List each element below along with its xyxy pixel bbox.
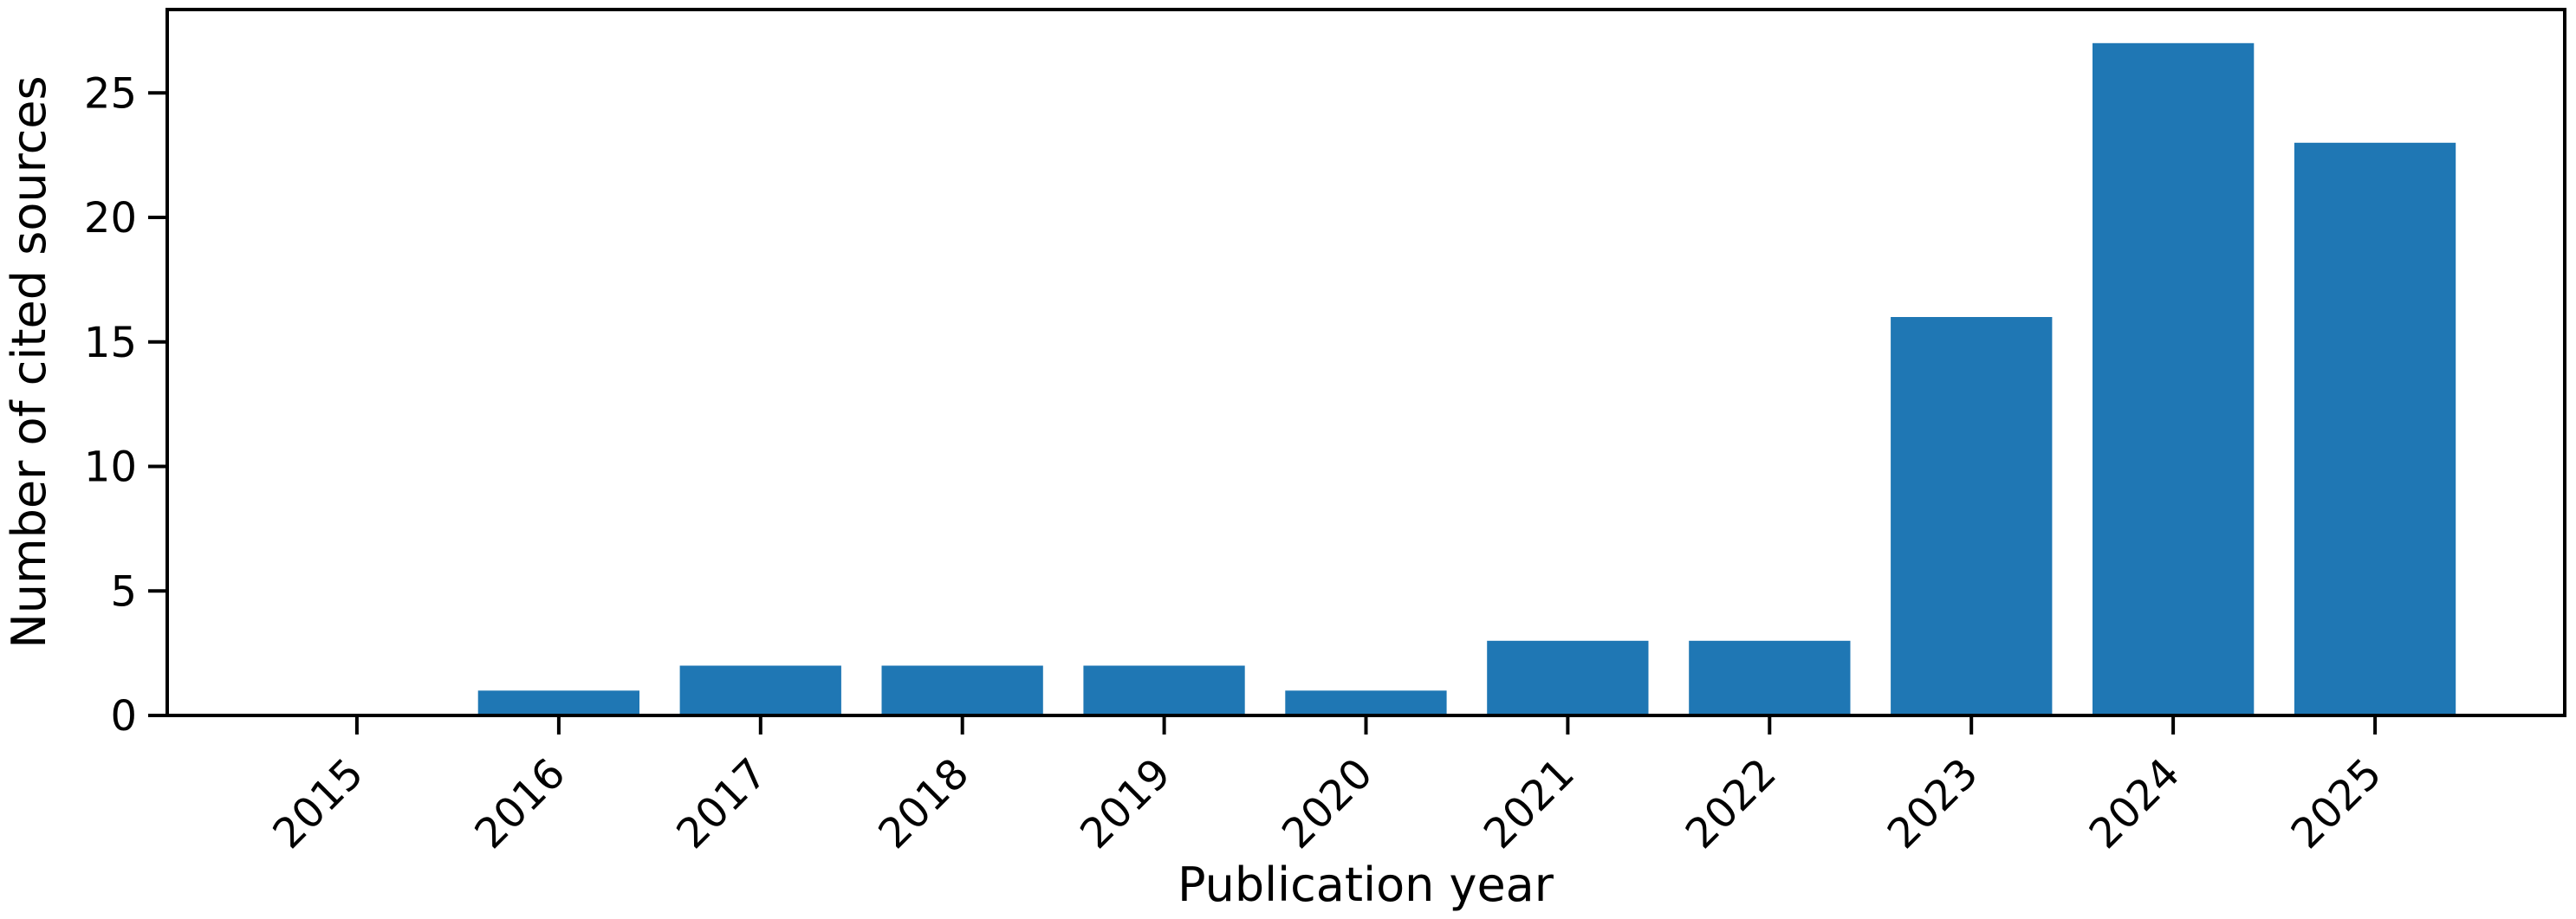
x-tick-label-2016: 2016 (465, 749, 574, 858)
bar-2021 (1487, 640, 1649, 715)
x-tick-label-2025: 2025 (2282, 749, 2391, 858)
x-tick-label-2020: 2020 (1273, 749, 1382, 858)
bar-2025 (2294, 142, 2456, 716)
x-tick-label-2019: 2019 (1071, 749, 1180, 858)
bar-2018 (881, 665, 1043, 715)
bar-2019 (1083, 665, 1245, 715)
bar-2016 (477, 690, 639, 715)
y-axis-label: Number of cited sources (2, 75, 56, 648)
x-tick-label-2022: 2022 (1677, 749, 1786, 858)
y-tick-label-25: 25 (84, 69, 137, 118)
bar-2020 (1285, 690, 1447, 715)
y-tick-label-0: 0 (110, 692, 137, 741)
y-tick-label-15: 15 (84, 319, 137, 367)
y-tick-label-20: 20 (84, 194, 137, 243)
y-tick-label-5: 5 (110, 567, 137, 616)
bars-layer (477, 42, 2456, 716)
x-axis-label: Publication year (1178, 858, 1554, 912)
x-tick-label-2018: 2018 (869, 749, 978, 858)
bar-2023 (1891, 317, 2053, 715)
y-tick-label-10: 10 (84, 443, 137, 492)
x-tick-label-2017: 2017 (667, 749, 776, 858)
x-tick-label-2024: 2024 (2080, 749, 2190, 858)
x-tick-label-2023: 2023 (1878, 749, 1988, 858)
x-tick-label-2015: 2015 (263, 749, 373, 858)
x-tick-label-2021: 2021 (1475, 749, 1584, 858)
bar-2017 (679, 665, 841, 715)
bar-2024 (2093, 42, 2255, 716)
bar-2022 (1689, 640, 1851, 715)
